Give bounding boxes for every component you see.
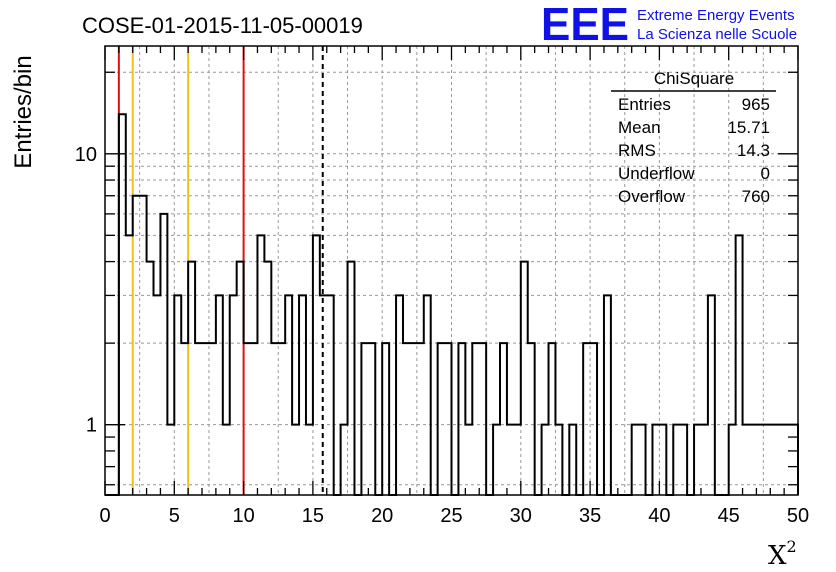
stats-row-label: RMS [618, 141, 656, 160]
stats-row-value: 14.3 [737, 141, 770, 160]
stats-row-value: 0 [761, 164, 770, 183]
eee-logo-line1: Extreme Energy Events [637, 7, 795, 24]
marker-lines [117, 46, 324, 495]
stats-row-value: 760 [742, 187, 770, 206]
stats-rows: Entries 965 Mean 15.71 RMS 14.3 Underflow 0 Over… [618, 95, 770, 206]
histogram-outline [105, 113, 799, 496]
x-tick-label: 45 [718, 505, 740, 527]
eee-logo-text: EEE [541, 0, 629, 50]
x-tick-label: 0 [99, 505, 110, 527]
x-axis-label-superscript: 2 [787, 537, 797, 556]
y-tick-label: 1 [86, 415, 97, 437]
stats-row-value: 15.71 [727, 118, 770, 137]
stats-row-value: 965 [742, 95, 770, 114]
grid [105, 46, 798, 495]
stats-box: ChiSquare Entries 965 Mean 15.71 RMS 14.3 Unde… [611, 69, 776, 206]
x-tick-label: 30 [510, 505, 532, 527]
stats-row-label: Mean [618, 118, 661, 137]
stats-title: ChiSquare [654, 69, 734, 88]
x-axis-label: X2 [768, 537, 797, 571]
x-tick-label: 15 [302, 505, 324, 527]
chart-title: COSE-01-2015-11-05-00019 [82, 13, 363, 38]
stats-row-label: Entries [618, 95, 671, 114]
x-tick-label: 35 [579, 505, 601, 527]
eee-logo: EEE Extreme Energy Events La Scienza nel… [541, 0, 797, 50]
x-axis-label-main: X [768, 541, 787, 571]
tick-labels: 0 5 10 15 20 25 30 35 40 45 50 1 10 [75, 144, 809, 527]
stats-row-label: Overflow [618, 187, 686, 206]
axis-ticks [104, 46, 799, 495]
y-tick-label: 10 [75, 144, 97, 166]
eee-logo-line2: La Scienza nelle Scuole [637, 26, 797, 43]
y-axis-label: Entries/bin [10, 55, 37, 168]
x-tick-label: 25 [440, 505, 462, 527]
x-tick-label: 40 [648, 505, 670, 527]
x-tick-label: 5 [169, 505, 180, 527]
stats-row-label: Underflow [618, 164, 695, 183]
x-tick-label: 20 [371, 505, 393, 527]
x-tick-label: 50 [787, 505, 809, 527]
x-tick-label: 10 [232, 505, 254, 527]
